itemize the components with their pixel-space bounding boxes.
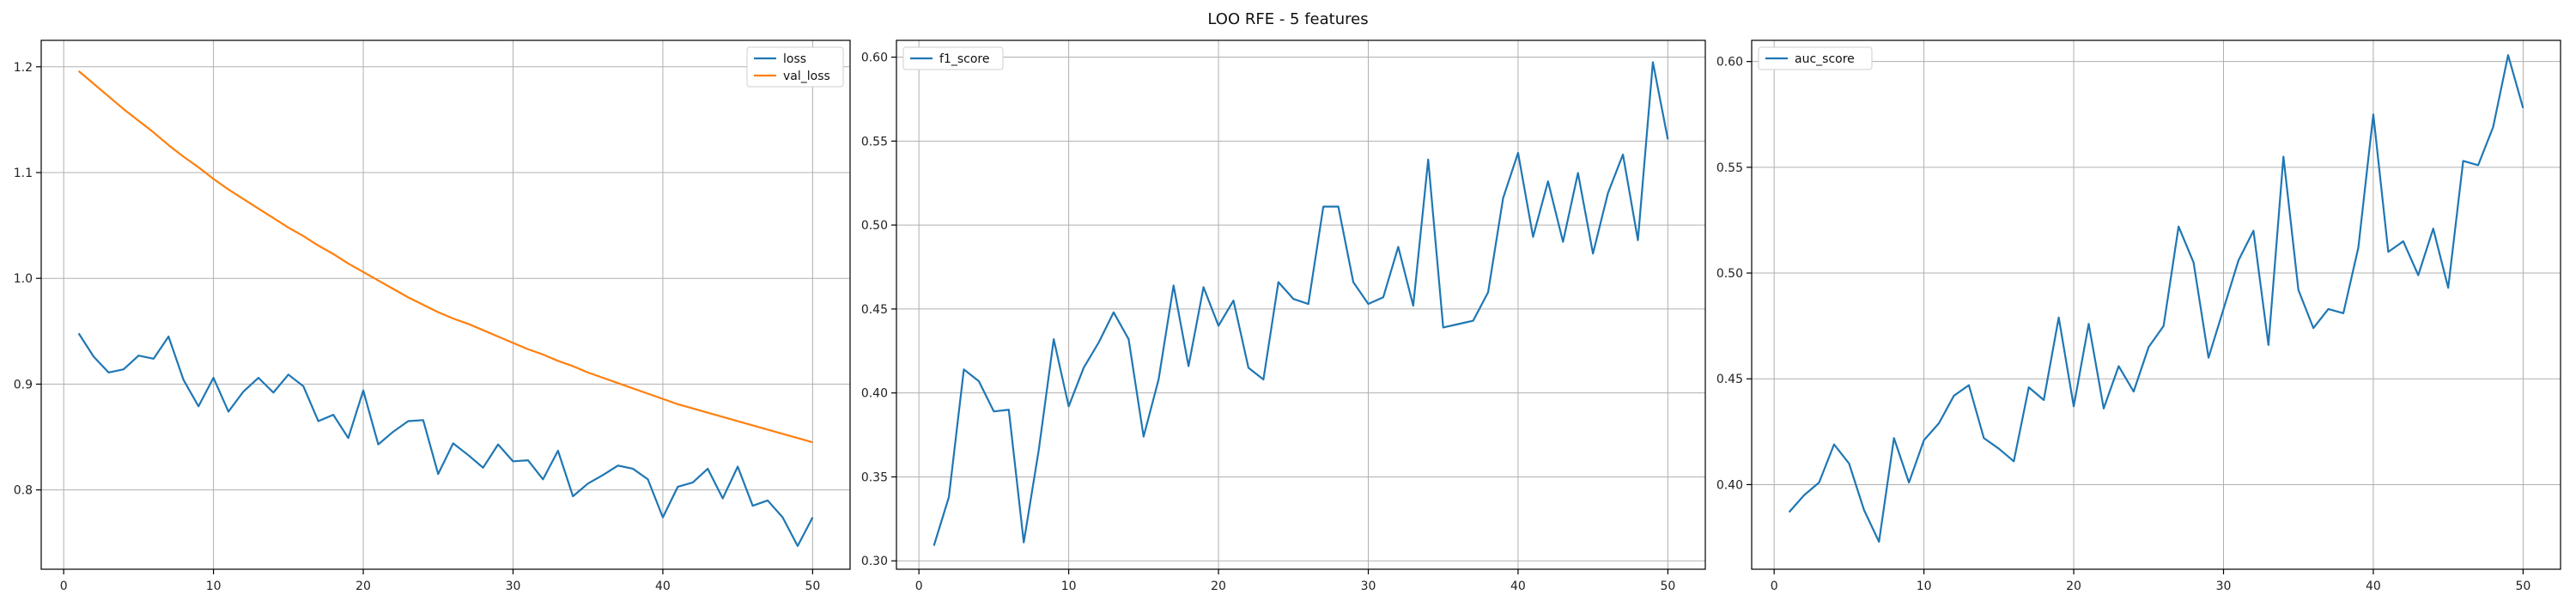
axes-frame <box>896 39 1706 570</box>
x-tick-label: 40 <box>1510 580 1526 593</box>
y-tick-label: 0.60 <box>1716 56 1743 70</box>
y-tick-label: 0.45 <box>861 303 888 317</box>
x-tick-label: 0 <box>1771 580 1778 593</box>
x-tick-label: 20 <box>1211 580 1226 593</box>
y-tick-label: 0.35 <box>861 470 888 484</box>
x-tick-label: 40 <box>655 580 671 593</box>
y-tick-label: 0.40 <box>861 387 888 401</box>
series-line-loss <box>77 332 814 548</box>
y-tick-label: 1.1 <box>14 167 33 180</box>
x-tick-label: 50 <box>805 580 820 593</box>
x-tick-label: 10 <box>1061 580 1077 593</box>
legend-label: auc_score <box>1795 52 1855 66</box>
legend: auc_score <box>1758 46 1873 70</box>
y-tick-label: 0.8 <box>14 484 33 498</box>
x-tick-label: 20 <box>2066 580 2081 593</box>
legend: loss val_loss <box>746 46 844 88</box>
legend: f1_score <box>902 46 1004 70</box>
series-line-f1_score <box>933 61 1669 546</box>
series-line-auc_score <box>1788 54 2524 543</box>
legend-box <box>1758 46 1873 70</box>
y-tick-label: 0.60 <box>861 52 888 65</box>
y-tick-label: 0.55 <box>1716 161 1743 175</box>
subplot-3: 0 10 20 30 40 50 0.40 0.45 0.50 0.55 0.60 auc_score <box>1716 39 2561 593</box>
x-tick-label: 40 <box>2366 580 2381 593</box>
x-tick-label: 30 <box>1361 580 1376 593</box>
y-tick-label: 0.50 <box>1716 267 1743 281</box>
y-tick-label: 0.55 <box>861 135 888 149</box>
legend-box <box>746 46 844 88</box>
y-tick-label: 0.30 <box>861 555 888 568</box>
axes-frame <box>1751 39 2561 570</box>
x-tick-label: 30 <box>2216 580 2232 593</box>
y-tick-label: 0.50 <box>861 219 888 233</box>
y-tick-label: 1.0 <box>14 272 33 286</box>
figure-title: LOO RFE - 5 features <box>1207 10 1368 28</box>
legend-label: f1_score <box>939 52 989 66</box>
x-tick-label: 0 <box>915 580 923 593</box>
subplot-2: 0 10 20 30 40 50 0.30 0.35 0.40 0.45 0.50 0.55 0.60 f… <box>861 39 1706 593</box>
x-tick-label: 50 <box>1660 580 1675 593</box>
subplots: 0 10 20 30 40 50 0.8 0.9 1.0 1.1 1.2 loss val_loss 0 1… <box>14 39 2561 593</box>
y-tick-label: 1.2 <box>14 61 33 75</box>
subplot-1: 0 10 20 30 40 50 0.8 0.9 1.0 1.1 1.2 loss val_loss <box>14 39 851 593</box>
y-tick-label: 0.9 <box>14 378 33 392</box>
x-tick-label: 20 <box>355 580 371 593</box>
y-tick-label: 0.45 <box>1716 373 1743 386</box>
axes-frame <box>40 39 851 570</box>
legend-box <box>902 46 1004 70</box>
x-tick-label: 30 <box>506 580 521 593</box>
x-tick-label: 10 <box>206 580 222 593</box>
x-tick-label: 10 <box>1917 580 1932 593</box>
series-line-val_loss <box>77 70 813 444</box>
legend-label: val_loss <box>783 70 830 83</box>
x-tick-label: 0 <box>60 580 68 593</box>
x-tick-label: 50 <box>2515 580 2530 593</box>
y-tick-label: 0.40 <box>1716 478 1743 492</box>
legend-label: loss <box>783 52 806 66</box>
